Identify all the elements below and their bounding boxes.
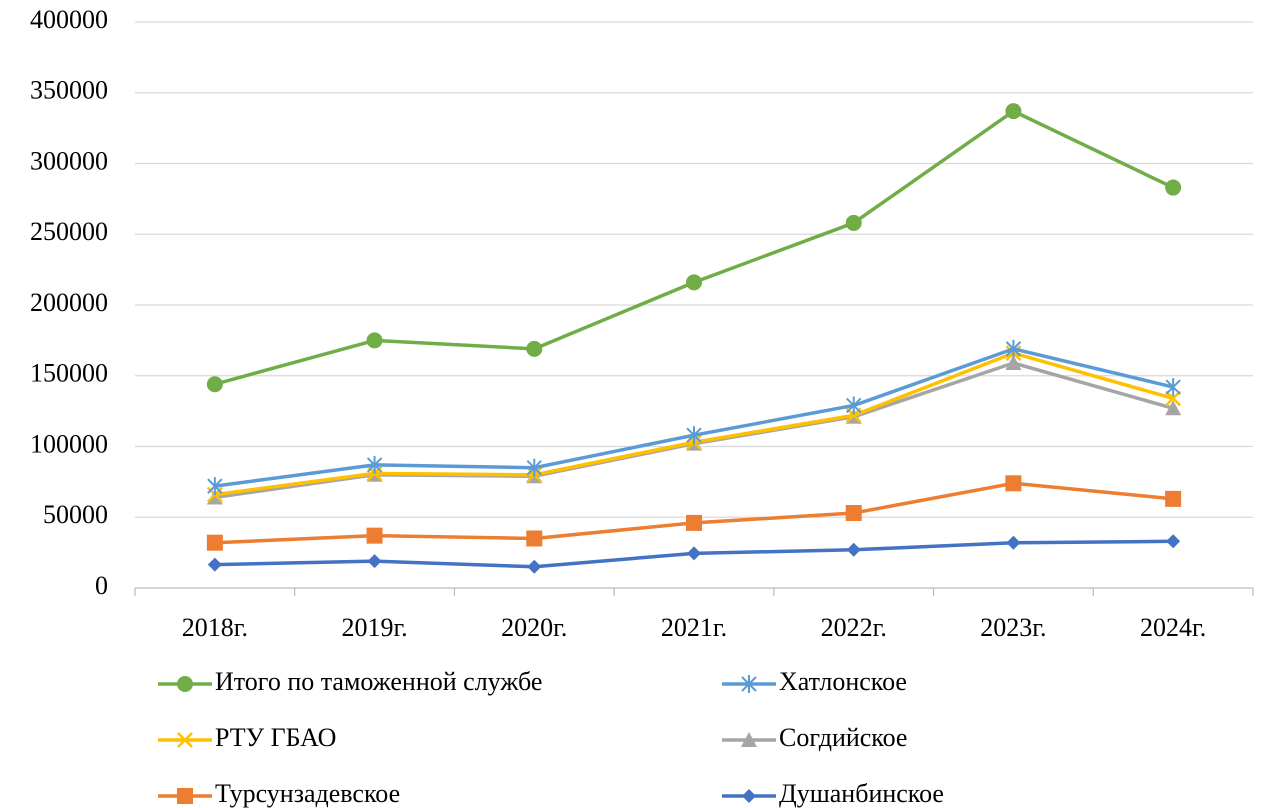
marker xyxy=(686,274,702,291)
legend-label: Турсунзадевское xyxy=(215,779,400,808)
marker xyxy=(367,554,382,569)
marker xyxy=(207,557,222,572)
y-tick-label: 150000 xyxy=(30,359,108,388)
marker xyxy=(206,489,223,505)
y-tick-label: 300000 xyxy=(30,146,108,175)
marker xyxy=(207,477,223,496)
legend-label: Хатлонское xyxy=(779,667,907,696)
marker xyxy=(741,732,757,747)
series-line xyxy=(214,109,1174,386)
marker xyxy=(526,458,542,477)
marker xyxy=(1165,179,1182,196)
marker xyxy=(366,527,383,544)
marker xyxy=(845,214,862,231)
legend-label: РТУ ГБАО xyxy=(215,723,336,752)
marker xyxy=(366,455,383,474)
marker xyxy=(206,534,223,551)
marker xyxy=(527,559,542,574)
legend-label: Душанбинское xyxy=(779,779,944,808)
y-tick-label: 100000 xyxy=(30,429,108,458)
marker xyxy=(686,514,702,531)
marker xyxy=(1165,390,1182,407)
series-line xyxy=(214,481,1174,545)
marker xyxy=(1165,400,1182,416)
x-tick-label: 2019г. xyxy=(341,613,407,642)
series-line xyxy=(214,347,1174,488)
y-tick-label: 50000 xyxy=(43,500,108,529)
marker xyxy=(1005,339,1022,358)
marker xyxy=(366,332,383,349)
marker xyxy=(206,376,223,393)
marker xyxy=(1006,535,1021,550)
x-tick-label: 2021г. xyxy=(661,613,727,642)
series-line xyxy=(214,351,1174,497)
x-tick-label: 2020г. xyxy=(501,613,567,642)
marker xyxy=(846,542,861,557)
marker xyxy=(1005,355,1022,371)
y-tick-label: 350000 xyxy=(30,76,108,105)
x-tick-label: 2023г. xyxy=(980,613,1046,642)
marker xyxy=(1005,475,1022,492)
marker xyxy=(526,340,543,357)
marker xyxy=(846,396,862,415)
marker xyxy=(177,788,193,804)
y-tick-label: 250000 xyxy=(30,217,108,246)
marker xyxy=(1005,103,1022,120)
marker xyxy=(1165,378,1181,397)
marker xyxy=(177,732,193,748)
x-tick-label: 2024г. xyxy=(1140,613,1206,642)
y-tick-label: 400000 xyxy=(30,5,108,34)
x-tick-label: 2018г. xyxy=(182,613,248,642)
x-tick-label: 2022г. xyxy=(821,613,887,642)
legend-label: Согдийское xyxy=(779,723,907,752)
marker xyxy=(741,675,757,693)
marker xyxy=(686,426,702,445)
marker xyxy=(687,546,701,561)
marker xyxy=(177,676,193,692)
marker xyxy=(1165,490,1182,507)
y-tick-label: 0 xyxy=(95,571,108,600)
y-tick-label: 200000 xyxy=(30,288,108,317)
marker xyxy=(742,789,756,803)
marker xyxy=(1166,534,1181,549)
marker xyxy=(526,530,543,547)
marker xyxy=(845,505,862,522)
legend-label: Итого по таможенной службе xyxy=(215,667,542,696)
